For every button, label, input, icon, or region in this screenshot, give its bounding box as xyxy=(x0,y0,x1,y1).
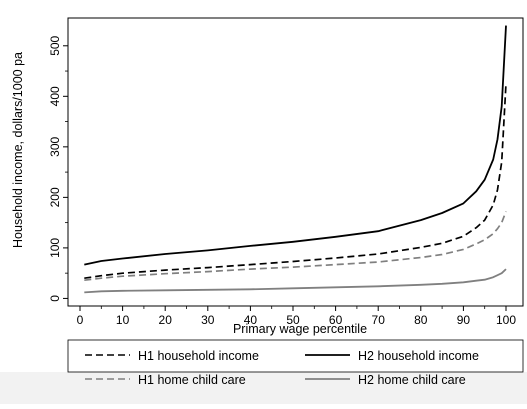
x-axis: 0 10 20 30 40 50 60 70 80 90 100 xyxy=(77,306,516,327)
x-tick-label: 30 xyxy=(201,313,215,327)
y-tick-label: 100 xyxy=(48,238,62,258)
y-tick-label: 300 xyxy=(48,137,62,157)
legend-label-h2-home-child-care: H2 home child care xyxy=(358,373,466,387)
series-line-h2-household-income xyxy=(84,25,507,266)
legend: H1 household income H2 household income … xyxy=(67,339,524,387)
x-tick-label: 10 xyxy=(116,313,130,327)
legend-label-h1-household-income: H1 household income xyxy=(138,349,259,363)
x-tick-label: 60 xyxy=(329,313,343,327)
series-line-h1-household-income xyxy=(84,83,507,280)
series-line-h2-home-child-care xyxy=(84,268,507,294)
legend-label-h1-home-child-care: H1 home child care xyxy=(138,373,246,387)
y-axis: 0 100 200 300 400 500 xyxy=(48,35,68,302)
x-tick-label: 100 xyxy=(496,313,516,327)
series-lines xyxy=(84,25,507,294)
y-tick-label: 200 xyxy=(48,187,62,207)
x-tick-label: 20 xyxy=(159,313,173,327)
x-tick-label: 40 xyxy=(244,313,258,327)
x-tick-label: 80 xyxy=(414,313,428,327)
x-tick-label: 90 xyxy=(457,313,471,327)
x-tick-label: 50 xyxy=(286,313,300,327)
y-axis-title: Household income, dollars/1000 pa xyxy=(11,52,25,248)
plot-area xyxy=(67,17,524,307)
y-tick-label: 0 xyxy=(48,295,62,302)
x-tick-label: 70 xyxy=(372,313,386,327)
x-tick-label: 0 xyxy=(77,313,84,327)
x-axis-title: Primary wage percentile xyxy=(233,322,367,336)
y-tick-label: 500 xyxy=(48,35,62,55)
legend-box xyxy=(67,339,524,373)
y-tick-label: 400 xyxy=(48,86,62,106)
legend-label-h2-household-income: H2 household income xyxy=(358,349,479,363)
